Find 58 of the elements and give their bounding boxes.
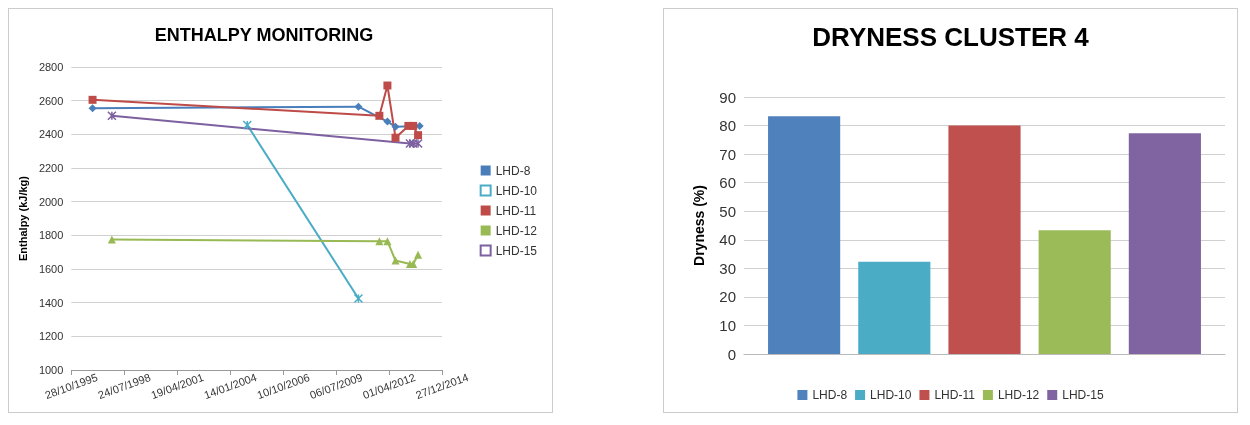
point bbox=[107, 111, 117, 121]
y-tick-label: 60 bbox=[719, 174, 736, 192]
bar bbox=[768, 116, 841, 354]
legend-label: LHD-8 bbox=[812, 388, 848, 402]
y-tick-label: 30 bbox=[719, 259, 736, 277]
legend-label: LHD-11 bbox=[495, 203, 537, 218]
y-tick-label: 10 bbox=[719, 316, 736, 334]
y-tick-label: 2400 bbox=[38, 128, 64, 141]
point bbox=[88, 95, 97, 104]
point bbox=[391, 256, 400, 265]
y-tick-label: 2200 bbox=[38, 162, 64, 174]
y-tick-label: 90 bbox=[719, 88, 736, 106]
y-tick-label: 1600 bbox=[38, 263, 64, 275]
legend-label: LHD-11 bbox=[934, 388, 976, 402]
y-axis-title: Dryness (%) bbox=[691, 185, 707, 266]
point bbox=[383, 117, 392, 126]
point bbox=[107, 235, 116, 244]
legend-label: LHD-12 bbox=[997, 388, 1040, 402]
y-tick-label: 2800 bbox=[38, 61, 64, 73]
bar bbox=[1128, 133, 1201, 354]
point bbox=[414, 250, 423, 259]
y-tick-label: 20 bbox=[719, 288, 736, 306]
y-tick-label: 80 bbox=[719, 117, 736, 135]
y-tick-label: 1400 bbox=[38, 296, 64, 309]
point bbox=[413, 138, 423, 149]
point bbox=[391, 122, 400, 131]
point bbox=[409, 121, 418, 130]
legend-label: LHD-12 bbox=[495, 223, 538, 238]
chart-title: DRYNESS CLUSTER 4 bbox=[812, 22, 1090, 52]
point bbox=[414, 131, 423, 140]
point bbox=[242, 120, 253, 130]
y-tick-label: 1200 bbox=[38, 330, 64, 343]
y-tick-label: 2000 bbox=[38, 195, 64, 208]
point bbox=[391, 133, 400, 142]
y-axis-title: Enthalpy (kJ/kg) bbox=[16, 175, 29, 261]
y-tick-label: 50 bbox=[719, 202, 736, 220]
y-tick-label: 2600 bbox=[38, 94, 64, 107]
y-tick-label: 0 bbox=[727, 345, 736, 363]
bar bbox=[1038, 230, 1111, 354]
legend-label: LHD-8 bbox=[495, 163, 531, 178]
bar bbox=[948, 125, 1021, 354]
y-tick-label: 1800 bbox=[38, 229, 64, 242]
legend-label: LHD-10 bbox=[495, 183, 538, 198]
chart-title: ENTHALPY MONITORING bbox=[154, 25, 374, 45]
legend-label: LHD-15 bbox=[495, 243, 538, 258]
y-tick-label: 1000 bbox=[38, 364, 64, 376]
y-tick-label: 40 bbox=[719, 231, 736, 249]
point bbox=[375, 237, 384, 246]
point bbox=[383, 237, 392, 246]
point bbox=[383, 81, 392, 90]
bar bbox=[858, 261, 931, 354]
point bbox=[88, 104, 97, 113]
point bbox=[375, 111, 384, 120]
y-tick-label: 70 bbox=[719, 145, 736, 163]
legend-label: LHD-15 bbox=[1062, 388, 1104, 402]
point bbox=[353, 293, 364, 304]
point bbox=[354, 102, 363, 111]
legend-label: LHD-10 bbox=[870, 388, 912, 402]
